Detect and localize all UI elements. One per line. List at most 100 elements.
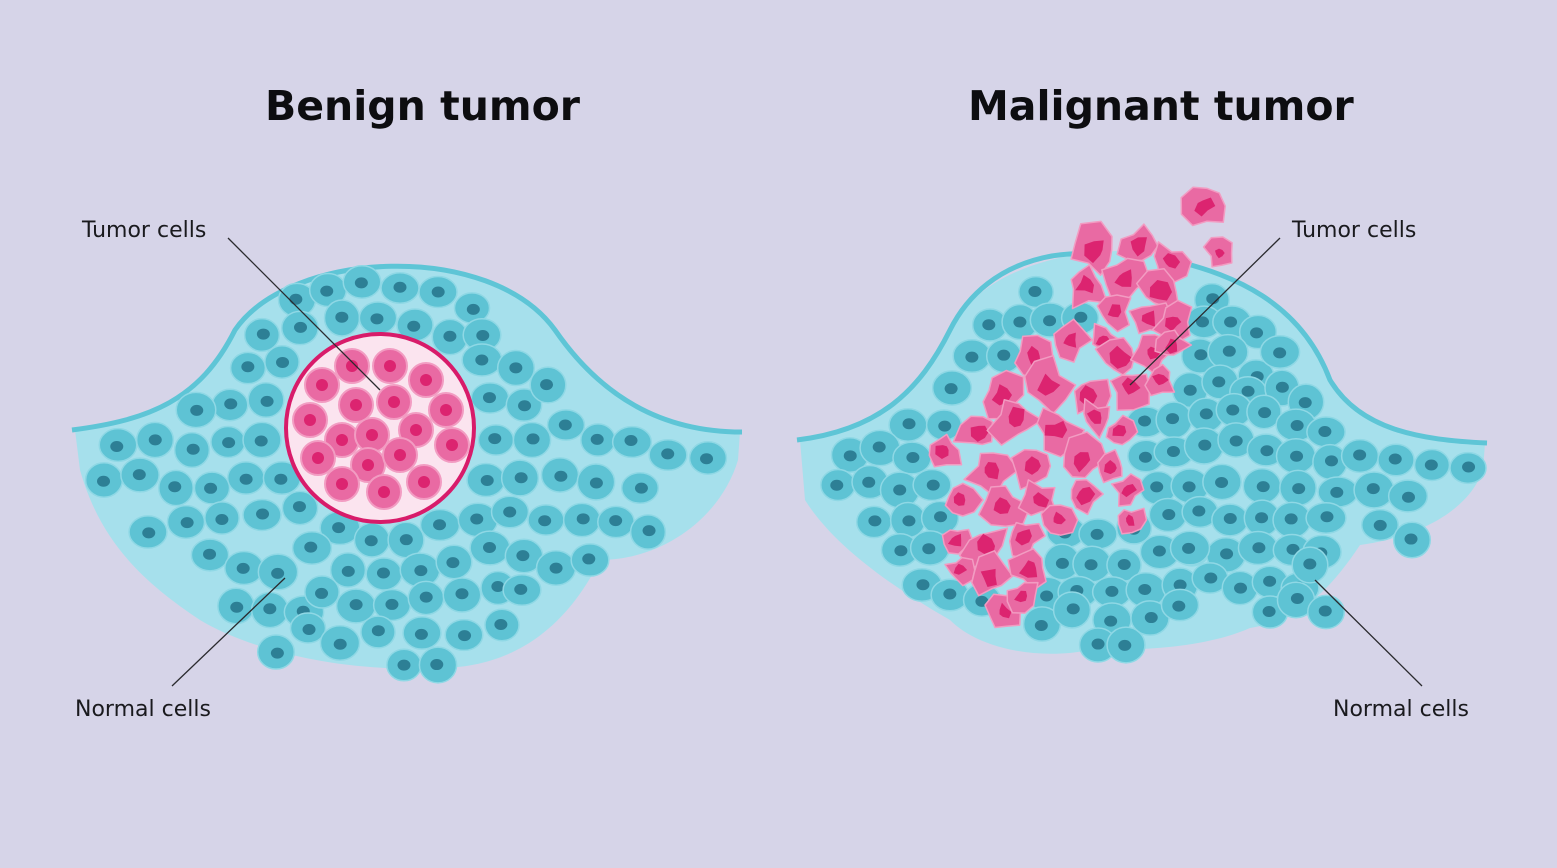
normal-cell [930, 578, 970, 612]
normal-cell [648, 438, 688, 472]
normal-cell [175, 391, 217, 429]
normal-cell [1022, 606, 1062, 642]
tumor-cell [366, 474, 402, 510]
tumor-cell [1180, 186, 1226, 227]
normal-cell [879, 471, 921, 509]
normal-cell [229, 351, 267, 385]
normal-cell [851, 464, 889, 500]
normal-cell [580, 423, 616, 457]
benign-tumor-cells-label: Tumor cells [82, 218, 207, 243]
normal-cell [1279, 469, 1317, 507]
tumor-cell [1007, 547, 1047, 591]
normal-cell [529, 366, 567, 404]
normal-cell [830, 436, 870, 474]
tumor-cell [372, 348, 408, 384]
normal-cell [380, 272, 420, 304]
normal-cell [889, 501, 927, 539]
normal-cell [1091, 576, 1133, 608]
normal-cell [1353, 471, 1395, 509]
normal-cell [291, 531, 333, 565]
tumor-cell [1105, 414, 1139, 446]
tumor-cell [1053, 318, 1093, 363]
malignant-normal-pointer [1314, 579, 1423, 687]
normal-cell [193, 471, 231, 505]
normal-cell [84, 462, 124, 498]
tumor-cell [1070, 479, 1104, 516]
tumor-cell [1094, 336, 1135, 376]
normal-cell [1183, 427, 1225, 465]
normal-cell [597, 505, 635, 539]
normal-cell [173, 431, 211, 469]
normal-cell [1246, 394, 1282, 430]
normal-cell [1305, 502, 1347, 534]
normal-cell [281, 490, 319, 526]
normal-cell [98, 427, 138, 463]
tumor-cell [1083, 398, 1111, 439]
normal-cell [1312, 443, 1348, 481]
normal-cell [224, 550, 264, 586]
tumor-cell [971, 550, 1014, 597]
normal-cell [342, 265, 382, 299]
tumor-cell [1151, 299, 1193, 344]
normal-cell [820, 468, 856, 502]
normal-cell [1160, 588, 1200, 622]
normal-cell [1207, 333, 1249, 371]
tumor-cell [1040, 504, 1079, 536]
tumor-cell [1097, 449, 1123, 484]
tumor-cell [986, 398, 1043, 446]
normal-cell [466, 462, 506, 498]
normal-cell [1272, 501, 1312, 539]
normal-cell [985, 338, 1023, 374]
normal-cell [1306, 416, 1346, 448]
normal-cell [535, 550, 577, 586]
normal-cell [629, 514, 667, 550]
normal-cell [477, 424, 515, 456]
tumor-cell [324, 466, 360, 502]
benign-title: Benign tumor [265, 82, 581, 130]
tumor-cell [1116, 223, 1159, 262]
normal-cell [210, 425, 246, 459]
normal-cell [892, 441, 932, 475]
normal-cell [386, 648, 422, 682]
normal-cell [242, 498, 282, 532]
normal-cell [1360, 508, 1400, 542]
normal-cell [217, 587, 255, 625]
normal-cell [257, 553, 299, 591]
normal-cell [1377, 443, 1415, 477]
tumor-cell [1202, 236, 1233, 268]
tumor-cell [977, 485, 1032, 527]
tumor-cell [292, 402, 328, 438]
normal-cell [1221, 570, 1259, 606]
normal-cell [1169, 530, 1211, 566]
normal-cell [1387, 479, 1429, 513]
normal-cell [1237, 530, 1279, 566]
tumor-cell [434, 427, 470, 463]
tumor-cell [334, 348, 370, 384]
normal-cell [211, 388, 249, 422]
normal-cell [512, 421, 552, 459]
tumor-cell [1110, 473, 1145, 507]
tumor-cell [1024, 354, 1077, 415]
normal-cell [576, 463, 616, 501]
normal-cell [431, 318, 469, 356]
normal-cell [620, 472, 660, 504]
normal-cell [289, 612, 327, 644]
normal-cell [462, 318, 502, 352]
normal-cell [1449, 451, 1487, 485]
tumor-cell [944, 556, 976, 587]
tumor-cell [376, 384, 412, 420]
normal-cell [358, 301, 398, 335]
normal-cell [387, 521, 425, 559]
malignant-tumor-illustration [796, 186, 1488, 687]
normal-cell [502, 573, 542, 607]
tumor-cell [944, 482, 984, 517]
normal-cell [280, 310, 320, 346]
normal-cell [527, 504, 565, 536]
normal-cell [418, 646, 458, 684]
benign-tissue-surface [71, 263, 743, 435]
normal-cell [1259, 335, 1301, 369]
tumor-cell [1070, 264, 1109, 310]
tumor-cell [1010, 448, 1052, 491]
malignant-tumor-pointer [1129, 237, 1281, 386]
normal-cell [461, 343, 503, 377]
